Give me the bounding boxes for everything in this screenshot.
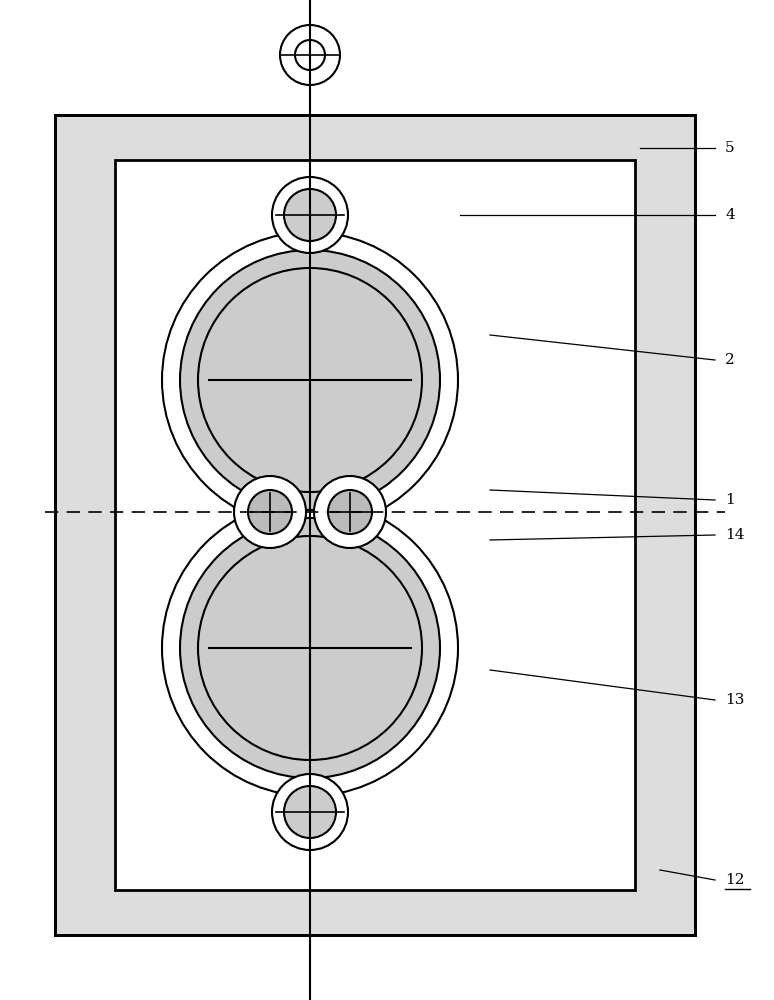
Circle shape (198, 536, 422, 760)
Circle shape (234, 476, 306, 548)
Circle shape (198, 268, 422, 492)
Circle shape (284, 786, 336, 838)
Text: 12: 12 (725, 873, 745, 887)
Text: 1: 1 (725, 493, 735, 507)
Circle shape (180, 518, 440, 778)
Text: 5: 5 (725, 141, 735, 155)
Text: 14: 14 (725, 528, 745, 542)
Circle shape (162, 500, 458, 796)
Circle shape (180, 250, 440, 510)
Bar (55, 115, 695, 935)
Circle shape (314, 476, 386, 548)
Bar (115, 160, 635, 890)
Text: 13: 13 (725, 693, 745, 707)
Circle shape (248, 490, 292, 534)
Circle shape (280, 25, 340, 85)
Circle shape (162, 232, 458, 528)
Circle shape (272, 177, 348, 253)
Circle shape (272, 774, 348, 850)
Text: 4: 4 (725, 208, 735, 222)
Circle shape (295, 40, 325, 70)
Circle shape (328, 490, 372, 534)
Bar (55, 115, 695, 935)
Bar (55, 115, 695, 935)
Circle shape (284, 189, 336, 241)
Text: 2: 2 (725, 353, 735, 367)
